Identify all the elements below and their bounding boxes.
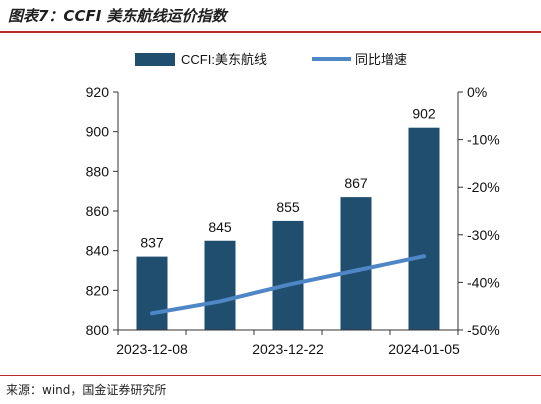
footer-divider	[0, 375, 541, 376]
x-tick-label: 2023-12-08	[116, 341, 188, 357]
line-series	[150, 254, 426, 316]
bar-data-label: 855	[276, 199, 300, 215]
bar	[272, 220, 304, 330]
title-divider	[0, 31, 541, 33]
yoy-line	[150, 254, 426, 316]
legend-bar-swatch	[135, 53, 175, 66]
left-tick-label: 880	[86, 163, 110, 179]
source-note: 来源：wind，国金证券研究所	[6, 383, 167, 397]
legend-line-label: 同比增速	[355, 52, 407, 67]
left-tick-label: 820	[86, 282, 110, 298]
left-tick-label: 900	[86, 124, 110, 140]
bar-series	[136, 127, 440, 330]
figure-title: 图表7：CCFI 美东航线运价指数	[8, 7, 227, 25]
legend: CCFI:美东航线 同比增速	[135, 52, 407, 67]
right-tick-label: -20%	[467, 179, 500, 195]
x-tick-label: 2024-01-05	[388, 341, 460, 357]
bar-data-labels: 837 845 855 867 902	[140, 106, 436, 251]
bar-data-label: 845	[208, 219, 232, 235]
legend-bar-label: CCFI:美东航线	[181, 52, 267, 67]
right-tick-label: -40%	[467, 274, 500, 290]
right-tick-label: 0%	[467, 84, 487, 100]
bar	[136, 256, 168, 330]
left-tick-label: 920	[86, 84, 110, 100]
bar	[408, 127, 440, 330]
left-tick-label: 800	[86, 322, 110, 338]
bar	[340, 197, 372, 330]
axes: 800 820 840 860 880 900 920 0% -10% -20% -30% -40% -…	[86, 84, 500, 357]
x-tick-label: 2023-12-22	[252, 341, 324, 357]
bar	[204, 240, 236, 330]
right-tick-label: -10%	[467, 132, 500, 148]
bar-data-label: 902	[412, 106, 436, 122]
bar-data-label: 837	[140, 235, 164, 251]
left-tick-label: 840	[86, 243, 110, 259]
bar-data-label: 867	[344, 175, 368, 191]
right-tick-label: -30%	[467, 227, 500, 243]
left-tick-label: 860	[86, 203, 110, 219]
right-tick-label: -50%	[467, 322, 500, 338]
